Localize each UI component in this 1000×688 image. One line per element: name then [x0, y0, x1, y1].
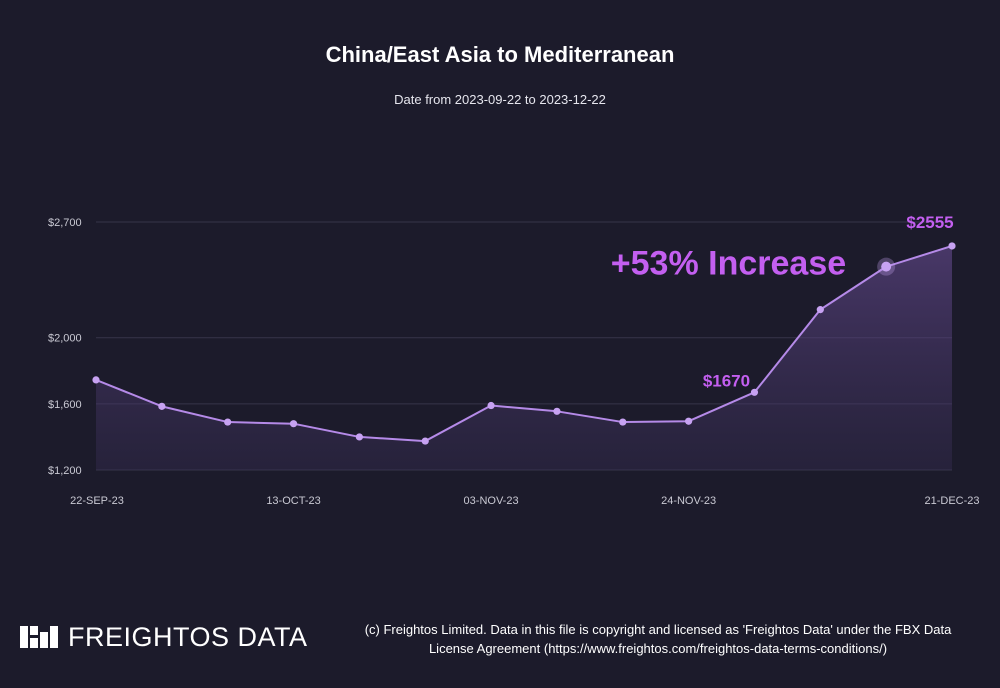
- series-area: [96, 245, 952, 470]
- freightos-logo: FREIGHTOS DATA: [20, 622, 308, 652]
- data-point: [487, 401, 495, 410]
- data-point: [158, 402, 166, 410]
- y-tick-label: $1,200: [48, 465, 82, 477]
- annotations: $1670 $2555 +53% Increase: [611, 213, 954, 390]
- data-point: [619, 418, 627, 426]
- chart-title: China/East Asia to Mediterranean: [325, 42, 675, 67]
- data-point: [881, 261, 892, 272]
- annotation-label: $1670: [703, 371, 750, 390]
- data-point: [289, 420, 298, 428]
- x-tick-label: 22-SEP-23: [70, 495, 124, 507]
- series-line-path: [95, 245, 953, 443]
- data-point: [750, 388, 759, 396]
- data-point: [421, 437, 429, 445]
- annotation-label: $2555: [906, 213, 953, 232]
- copyright-line-1: (c) Freightos Limited. Data in this file…: [364, 622, 952, 637]
- data-point: [355, 433, 363, 441]
- freightos-logo-icon: [20, 626, 58, 648]
- data-point: [92, 376, 100, 384]
- chart-subtitle: Date from 2023-09-22 to 2023-12-22: [394, 92, 606, 107]
- data-point: [224, 418, 232, 426]
- x-tick-label: 03-NOV-23: [464, 495, 519, 507]
- x-tick-label: 21-DEC-23: [924, 495, 979, 507]
- annotation-label: +53% Increase: [611, 245, 846, 283]
- x-tick-label: 24-NOV-23: [661, 495, 716, 507]
- data-point: [948, 242, 956, 250]
- y-tick-label: $1,600: [48, 399, 82, 411]
- series-line: [95, 245, 953, 443]
- x-tick-label: 13-OCT-23: [266, 495, 320, 507]
- copyright-note: (c) Freightos Limited. Data in this file…: [322, 620, 994, 658]
- y-tick-label: $2,000: [48, 333, 82, 345]
- data-point: [553, 407, 561, 415]
- brand-name: FREIGHTOS DATA: [68, 621, 308, 652]
- data-points: [92, 242, 956, 445]
- data-point: [685, 417, 693, 425]
- y-tick-label: $2,700: [48, 217, 82, 229]
- area-fill: [96, 245, 952, 470]
- axis-labels: $1,200 $1,600 $2,000 $2,700 22-SEP-23 13-OCT-…: [48, 217, 980, 507]
- data-point: [816, 306, 824, 314]
- copyright-line-2: License Agreement (https://www.freightos…: [428, 641, 888, 656]
